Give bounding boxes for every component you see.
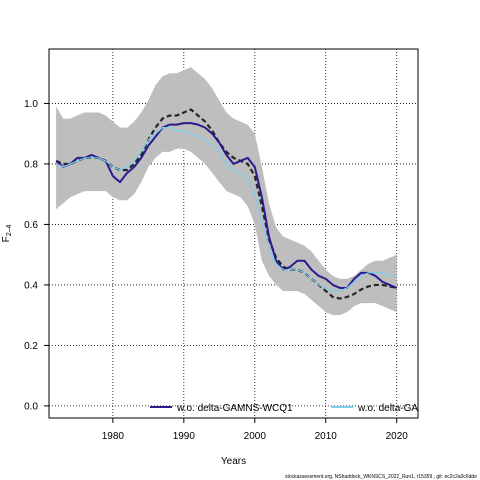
y-tick-label: 0.6 [24, 220, 38, 231]
x-tick-label: 2000 [244, 431, 267, 442]
confidence-band-group [56, 67, 397, 316]
x-tick-label: 2010 [315, 431, 338, 442]
axes: 1980 1990 2000 2010 2020 0.0 0.2 0.4 0.6 0.8 1.0 [24, 99, 408, 442]
series-line-wcq1 [55, 122, 398, 289]
x-tick-label: 1980 [102, 431, 125, 442]
legend: w.o. delta-GAMNS-WCQ1 w.o. delta-GAMNS-WC… [150, 403, 474, 414]
y-tick-label: 0.2 [24, 341, 38, 352]
plot-frame [48, 48, 419, 419]
series-line-wcq3 [55, 127, 397, 292]
y-axis-label: F2–4 [1, 225, 13, 243]
reference-line [55, 108, 397, 300]
y-tick-label: 0.8 [24, 159, 38, 170]
legend-label: w.o. delta-GAMNS-WCQ1 [176, 403, 293, 414]
x-axis-label: Years [221, 456, 246, 467]
y-tick-label: 1.0 [24, 99, 38, 110]
y-tick-label: 0.4 [24, 280, 38, 291]
legend-label: w.o. delta-GAMNS-WCQ3 [357, 403, 474, 414]
confidence-band [56, 67, 397, 316]
y-axis-label-main: F [1, 236, 12, 242]
y-tick-label: 0.0 [24, 401, 38, 412]
caption: stockassessment.org, NShaddock_WKNSCS_20… [285, 474, 477, 480]
x-tick-label: 1990 [173, 431, 196, 442]
series-lines [55, 108, 398, 300]
y-axis-label-subscript: 2–4 [6, 225, 13, 237]
grid-lines [49, 49, 418, 418]
x-tick-label: 2020 [386, 431, 409, 442]
